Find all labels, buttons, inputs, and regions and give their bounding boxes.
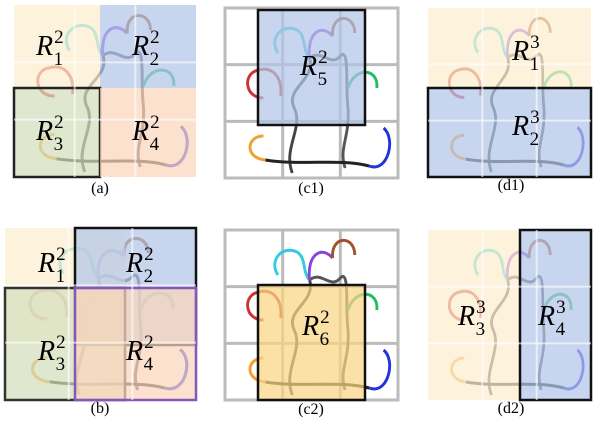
label-sup: 3 — [476, 297, 486, 318]
label-base: R — [457, 301, 475, 332]
label-sub: 1 — [54, 49, 64, 70]
label-base: R — [537, 301, 555, 332]
label-sub: 4 — [556, 319, 566, 340]
caption: (c2) — [298, 401, 324, 418]
label-sub: 3 — [54, 134, 64, 155]
label-base: R — [125, 248, 143, 279]
caption: (b) — [91, 400, 110, 417]
label-sup: 2 — [54, 112, 64, 133]
label-sup: 2 — [318, 47, 328, 68]
label-sub: 1 — [56, 266, 66, 287]
label-sub: 3 — [476, 319, 486, 340]
label-sub: 3 — [56, 354, 66, 375]
label-sup: 2 — [54, 27, 64, 48]
label-base: R — [301, 311, 319, 342]
label-base: R — [131, 116, 149, 147]
label-sup: 2 — [56, 332, 66, 353]
caption: (d2) — [498, 400, 525, 417]
label-base: R — [35, 116, 53, 147]
label-sup: 3 — [530, 32, 540, 53]
caption: (d1) — [498, 177, 525, 194]
label-base: R — [37, 248, 55, 279]
figure: R21R22R23R24(a)R25(c1)R31R32(d1)R21R22R2… — [0, 0, 597, 421]
label-base: R — [299, 51, 317, 82]
label-base: R — [511, 36, 529, 67]
region — [258, 285, 365, 400]
caption: (a) — [91, 180, 109, 197]
label-sup: 2 — [320, 307, 330, 328]
label-sub: 4 — [144, 354, 154, 375]
label-sub: 4 — [150, 134, 160, 155]
label-sub: 2 — [144, 266, 154, 287]
region — [428, 88, 591, 177]
label-base: R — [511, 111, 529, 142]
label-sub: 6 — [320, 329, 330, 350]
label-sup: 2 — [144, 332, 154, 353]
label-sup: 3 — [556, 297, 566, 318]
label-base: R — [35, 31, 53, 62]
label-sub: 1 — [530, 54, 540, 75]
label-sub: 2 — [150, 49, 160, 70]
label-sup: 2 — [144, 244, 154, 265]
label-sub: 5 — [318, 69, 328, 90]
label-sup: 2 — [56, 244, 66, 265]
region — [428, 8, 591, 88]
label-sup: 3 — [530, 107, 540, 128]
label-sup: 2 — [150, 112, 160, 133]
label-base: R — [131, 31, 149, 62]
label-base: R — [37, 336, 55, 367]
label-sub: 2 — [530, 129, 540, 150]
label-base: R — [125, 336, 143, 367]
caption: (c1) — [298, 180, 324, 197]
label-sup: 2 — [150, 27, 160, 48]
